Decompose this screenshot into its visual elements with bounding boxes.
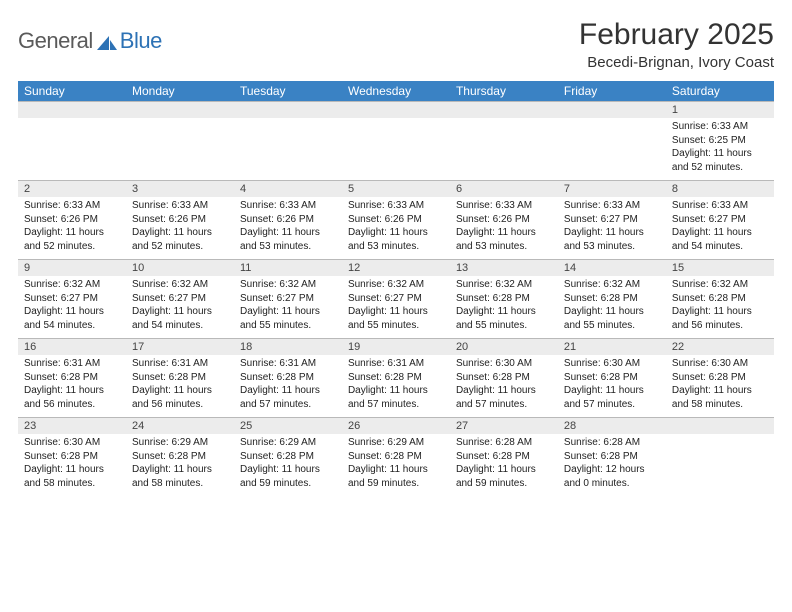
day-cell [342,118,450,181]
day-cell: Sunrise: 6:32 AMSunset: 6:27 PMDaylight:… [342,276,450,339]
body-row: Sunrise: 6:33 AMSunset: 6:26 PMDaylight:… [18,197,774,260]
dayhead-fri: Friday [558,81,666,102]
daynum-row: 16 17 18 19 20 21 22 [18,339,774,356]
dayhead-tue: Tuesday [234,81,342,102]
day-cell [450,118,558,181]
day-cell: Sunrise: 6:30 AMSunset: 6:28 PMDaylight:… [18,434,126,496]
daynum: 22 [666,339,774,356]
daynum: 18 [234,339,342,356]
daynum [666,418,774,435]
daynum: 6 [450,181,558,198]
daynum: 24 [126,418,234,435]
daynum: 9 [18,260,126,277]
day-cell: Sunrise: 6:33 AMSunset: 6:25 PMDaylight:… [666,118,774,181]
daynum [126,102,234,119]
daynum: 3 [126,181,234,198]
day-header-row: Sunday Monday Tuesday Wednesday Thursday… [18,81,774,102]
title-block: February 2025 Becedi-Brignan, Ivory Coas… [579,18,774,71]
day-cell [558,118,666,181]
daynum [450,102,558,119]
daynum: 20 [450,339,558,356]
daynum: 16 [18,339,126,356]
daynum: 27 [450,418,558,435]
day-cell: Sunrise: 6:28 AMSunset: 6:28 PMDaylight:… [450,434,558,496]
daynum: 4 [234,181,342,198]
sail-icon [96,35,118,53]
day-cell: Sunrise: 6:33 AMSunset: 6:27 PMDaylight:… [666,197,774,260]
daynum-row: 1 [18,102,774,119]
day-cell: Sunrise: 6:33 AMSunset: 6:26 PMDaylight:… [234,197,342,260]
day-cell: Sunrise: 6:30 AMSunset: 6:28 PMDaylight:… [450,355,558,418]
day-cell: Sunrise: 6:33 AMSunset: 6:26 PMDaylight:… [450,197,558,260]
day-cell: Sunrise: 6:32 AMSunset: 6:28 PMDaylight:… [558,276,666,339]
dayhead-sat: Saturday [666,81,774,102]
dayhead-thu: Thursday [450,81,558,102]
day-cell: Sunrise: 6:32 AMSunset: 6:27 PMDaylight:… [126,276,234,339]
daynum: 13 [450,260,558,277]
body-row: Sunrise: 6:33 AMSunset: 6:25 PMDaylight:… [18,118,774,181]
day-cell [18,118,126,181]
body-row: Sunrise: 6:32 AMSunset: 6:27 PMDaylight:… [18,276,774,339]
logo-text-blue: Blue [120,28,162,54]
daynum-row: 2 3 4 5 6 7 8 [18,181,774,198]
dayhead-sun: Sunday [18,81,126,102]
daynum: 1 [666,102,774,119]
body-row: Sunrise: 6:31 AMSunset: 6:28 PMDaylight:… [18,355,774,418]
daynum-row: 9 10 11 12 13 14 15 [18,260,774,277]
logo: General Blue [18,18,162,54]
day-cell [666,434,774,496]
body-row: Sunrise: 6:30 AMSunset: 6:28 PMDaylight:… [18,434,774,496]
day-cell: Sunrise: 6:31 AMSunset: 6:28 PMDaylight:… [342,355,450,418]
day-cell: Sunrise: 6:32 AMSunset: 6:28 PMDaylight:… [450,276,558,339]
daynum [558,102,666,119]
day-cell: Sunrise: 6:29 AMSunset: 6:28 PMDaylight:… [234,434,342,496]
daynum-row: 23 24 25 26 27 28 [18,418,774,435]
daynum: 7 [558,181,666,198]
calendar-page: General Blue February 2025 Becedi-Brigna… [0,0,792,496]
daynum: 14 [558,260,666,277]
day-cell: Sunrise: 6:33 AMSunset: 6:26 PMDaylight:… [126,197,234,260]
daynum: 17 [126,339,234,356]
daynum [18,102,126,119]
day-cell [126,118,234,181]
daynum: 21 [558,339,666,356]
day-cell [234,118,342,181]
daynum: 23 [18,418,126,435]
dayhead-mon: Monday [126,81,234,102]
daynum [234,102,342,119]
daynum: 8 [666,181,774,198]
day-cell: Sunrise: 6:33 AMSunset: 6:26 PMDaylight:… [18,197,126,260]
day-cell: Sunrise: 6:31 AMSunset: 6:28 PMDaylight:… [18,355,126,418]
month-title: February 2025 [579,18,774,52]
daynum: 5 [342,181,450,198]
daynum: 10 [126,260,234,277]
day-cell: Sunrise: 6:33 AMSunset: 6:26 PMDaylight:… [342,197,450,260]
daynum: 2 [18,181,126,198]
daynum: 15 [666,260,774,277]
day-cell: Sunrise: 6:33 AMSunset: 6:27 PMDaylight:… [558,197,666,260]
dayhead-wed: Wednesday [342,81,450,102]
daynum: 25 [234,418,342,435]
day-cell: Sunrise: 6:29 AMSunset: 6:28 PMDaylight:… [342,434,450,496]
day-cell: Sunrise: 6:30 AMSunset: 6:28 PMDaylight:… [558,355,666,418]
day-cell: Sunrise: 6:30 AMSunset: 6:28 PMDaylight:… [666,355,774,418]
day-cell: Sunrise: 6:29 AMSunset: 6:28 PMDaylight:… [126,434,234,496]
day-cell: Sunrise: 6:32 AMSunset: 6:28 PMDaylight:… [666,276,774,339]
header: General Blue February 2025 Becedi-Brigna… [18,18,774,71]
location-label: Becedi-Brignan, Ivory Coast [579,54,774,71]
daynum: 19 [342,339,450,356]
day-cell: Sunrise: 6:31 AMSunset: 6:28 PMDaylight:… [126,355,234,418]
day-cell: Sunrise: 6:28 AMSunset: 6:28 PMDaylight:… [558,434,666,496]
logo-text-general: General [18,28,93,54]
day-cell: Sunrise: 6:32 AMSunset: 6:27 PMDaylight:… [18,276,126,339]
daynum [342,102,450,119]
calendar-table: Sunday Monday Tuesday Wednesday Thursday… [18,81,774,496]
daynum: 26 [342,418,450,435]
day-cell: Sunrise: 6:32 AMSunset: 6:27 PMDaylight:… [234,276,342,339]
daynum: 12 [342,260,450,277]
day-cell: Sunrise: 6:31 AMSunset: 6:28 PMDaylight:… [234,355,342,418]
daynum: 28 [558,418,666,435]
daynum: 11 [234,260,342,277]
